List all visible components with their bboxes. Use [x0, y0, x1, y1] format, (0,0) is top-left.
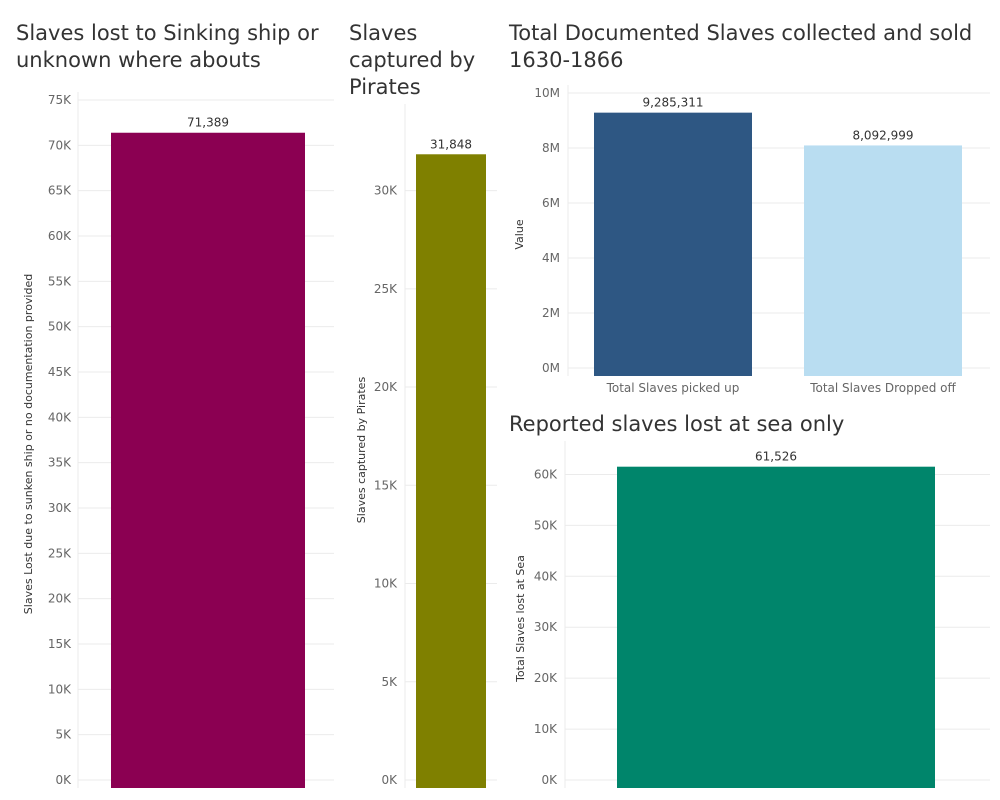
total-category-label: Total Slaves picked up — [606, 381, 740, 395]
total-title-line-2: 1630-1866 — [509, 48, 624, 72]
sinking-ytick-label: 75K — [48, 93, 72, 107]
sea-ytick-label: 60K — [534, 467, 558, 481]
pirates-bar — [416, 154, 486, 789]
sinking-ytick-label: 55K — [48, 274, 72, 288]
pirates-ytick-label: 15K — [374, 478, 398, 492]
pirates-data-label: 31,848 — [430, 137, 472, 151]
pirates-ytick-label: 5K — [381, 675, 398, 689]
total-data-label: 8,092,999 — [852, 128, 913, 142]
sea-ytick-label: 20K — [534, 671, 558, 685]
total-ytick-label: 8M — [542, 141, 560, 155]
sea-ytick-label: 50K — [534, 518, 558, 532]
pirates-y-axis-title: Slaves captured by Pirates — [355, 377, 368, 524]
sea-y-axis-title: Total Slaves lost at Sea — [514, 555, 527, 683]
pirates-ytick-label: 0K — [381, 773, 398, 787]
sinking-bar — [111, 132, 305, 788]
total-ytick-label: 6M — [542, 196, 560, 210]
sinking-ytick-label: 35K — [48, 456, 72, 470]
pirates-title-line-2: captured by — [349, 48, 476, 72]
total-chart-title: Total Documented Slaves collected and so… — [509, 20, 972, 74]
sinking-ytick-label: 20K — [48, 592, 72, 606]
sea-ytick-label: 40K — [534, 569, 558, 583]
pirates-ytick-label: 20K — [374, 380, 398, 394]
sea-title-line-1: Reported slaves lost at sea only — [509, 412, 845, 436]
total-ytick-label: 0M — [542, 361, 560, 375]
sinking-title-line-2: unknown where abouts — [16, 48, 261, 72]
total-ytick-label: 2M — [542, 306, 560, 320]
pirates-ytick-label: 30K — [374, 184, 398, 198]
sinking-ytick-label: 45K — [48, 365, 72, 379]
sinking-ytick-label: 25K — [48, 546, 72, 560]
sinking-title-line-1: Slaves lost to Sinking ship or — [16, 21, 319, 45]
sea-chart-title: Reported slaves lost at sea only — [509, 411, 844, 438]
sinking-ytick-label: 5K — [55, 728, 72, 742]
total-bar — [804, 145, 962, 376]
sinking-ytick-label: 65K — [48, 184, 72, 198]
pirates-title-line-1: Slaves — [349, 21, 418, 45]
pirates-ytick-label: 25K — [374, 282, 398, 296]
sinking-ytick-label: 60K — [48, 229, 72, 243]
sinking-data-label: 71,389 — [187, 116, 229, 130]
sinking-ytick-label: 50K — [48, 320, 72, 334]
total-title-line-1: Total Documented Slaves collected and so… — [509, 21, 973, 45]
sea-ytick-label: 10K — [534, 722, 558, 736]
total-data-label: 9,285,311 — [642, 96, 703, 110]
sinking-ytick-label: 10K — [48, 682, 72, 696]
sinking-ytick-label: 40K — [48, 410, 72, 424]
total-y-axis-title: Value — [513, 219, 526, 249]
sinking-y-axis-title: Slaves Lost due to sunken ship or no doc… — [22, 274, 35, 614]
pirates-title-line-3: Pirates — [349, 75, 421, 99]
total-ytick-label: 10M — [534, 86, 560, 100]
pirates-ytick-label: 10K — [374, 577, 398, 591]
sea-data-label: 61,526 — [755, 450, 797, 464]
sinking-ytick-label: 15K — [48, 637, 72, 651]
sea-bar — [617, 466, 935, 788]
sinking-ytick-label: 30K — [48, 501, 72, 515]
total-bar — [594, 112, 752, 377]
pirates-chart-title: Slaves captured by Pirates — [349, 20, 475, 101]
sinking-ytick-label: 0K — [55, 773, 72, 787]
total-category-label: Total Slaves Dropped off — [809, 381, 956, 395]
sea-ytick-label: 30K — [534, 620, 558, 634]
sinking-ytick-label: 70K — [48, 138, 72, 152]
total-ytick-label: 4M — [542, 251, 560, 265]
sinking-chart-title: Slaves lost to Sinking ship or unknown w… — [16, 20, 319, 74]
sea-ytick-label: 0K — [541, 773, 558, 787]
